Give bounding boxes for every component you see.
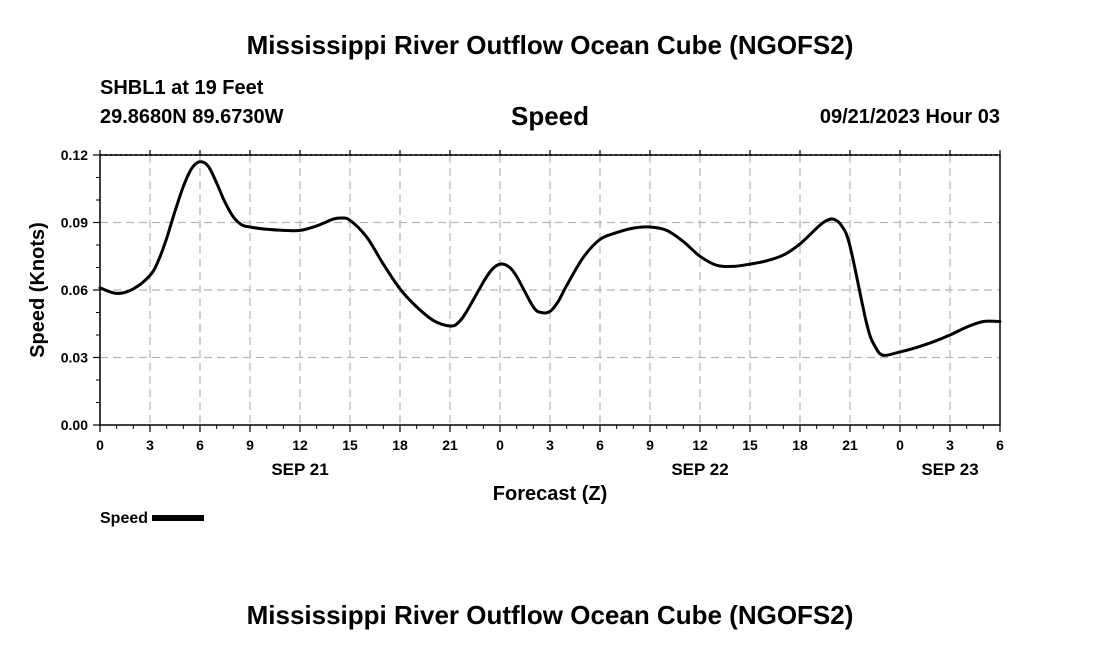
x-tick-label: 6 (596, 437, 604, 453)
x-tick-label: 9 (646, 437, 654, 453)
x-day-label: SEP 23 (921, 460, 978, 479)
y-tick-label: 0.12 (61, 147, 88, 163)
x-tick-label: 12 (292, 437, 308, 453)
x-tick-label: 15 (742, 437, 758, 453)
x-tick-label: 0 (896, 437, 904, 453)
y-tick-label: 0.06 (61, 282, 88, 298)
legend-line-swatch (152, 514, 205, 521)
x-tick-label: 18 (392, 437, 408, 453)
forecast-datetime: 09/21/2023 Hour 03 (819, 106, 1000, 128)
y-tick-label: 0.03 (61, 350, 88, 366)
x-tick-label: 12 (692, 437, 708, 453)
x-tick-label: 3 (946, 437, 954, 453)
y-tick-label: 0.00 (61, 417, 88, 433)
x-tick-label: 6 (196, 437, 204, 453)
chart-variable-title: Speed (510, 101, 590, 131)
x-tick-label: 0 (496, 437, 504, 453)
x-tick-label: 0 (96, 437, 104, 453)
plot-frame (99, 154, 1001, 426)
axis-label-layer: 0.00 0.03 0.06 0.09 0.12 0 3 6 9 12 15 18 21 0 3 6 9 12 15… (27, 147, 1004, 505)
station-label: SHBL1 at 19 Feet (100, 77, 264, 99)
chart-main-title: Mississippi River Outflow Ocean Cube (NG… (246, 30, 854, 60)
x-axis-title: Forecast (Z) (493, 483, 607, 505)
chart-footer-title: Mississippi River Outflow Ocean Cube (NG… (246, 600, 854, 630)
speed-series-line (98, 160, 1002, 357)
legend: Speed (100, 510, 205, 528)
grid-layer (100, 154, 1000, 425)
x-tick-label: 9 (246, 437, 254, 453)
tick-layer (93, 150, 1001, 432)
legend-label: Speed (100, 510, 149, 527)
x-tick-label: 6 (996, 437, 1004, 453)
x-tick-label: 15 (342, 437, 358, 453)
x-tick-label: 21 (842, 437, 858, 453)
y-tick-label: 0.09 (61, 215, 88, 231)
x-tick-label: 21 (442, 437, 458, 453)
x-tick-label: 3 (546, 437, 554, 453)
x-tick-label: 3 (146, 437, 154, 453)
x-day-label: SEP 22 (671, 460, 728, 479)
station-coordinates: 29.8680N 89.6730W (100, 106, 284, 128)
x-day-label: SEP 21 (271, 460, 328, 479)
y-axis-title: Speed (Knots) (27, 222, 49, 358)
x-tick-label: 18 (792, 437, 808, 453)
